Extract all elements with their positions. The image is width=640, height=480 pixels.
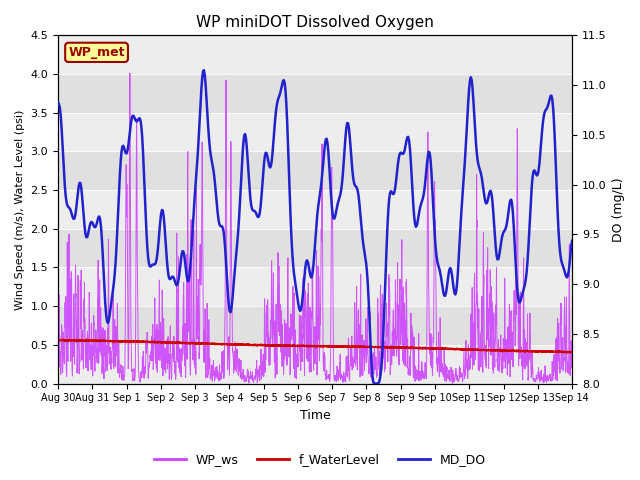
Bar (58, 267, 572, 306)
Bar (58, 190, 572, 229)
Bar (58, 36, 572, 74)
X-axis label: Time: Time (300, 409, 330, 422)
Bar (58, 345, 572, 384)
Y-axis label: Wind Speed (m/s), Water Level (psi): Wind Speed (m/s), Water Level (psi) (15, 109, 25, 310)
Y-axis label: DO (mg/L): DO (mg/L) (612, 177, 625, 242)
Title: WP miniDOT Dissolved Oxygen: WP miniDOT Dissolved Oxygen (196, 15, 434, 30)
Text: WP_met: WP_met (68, 46, 125, 59)
Legend: WP_ws, f_WaterLevel, MD_DO: WP_ws, f_WaterLevel, MD_DO (149, 448, 491, 471)
Bar (58, 113, 572, 151)
